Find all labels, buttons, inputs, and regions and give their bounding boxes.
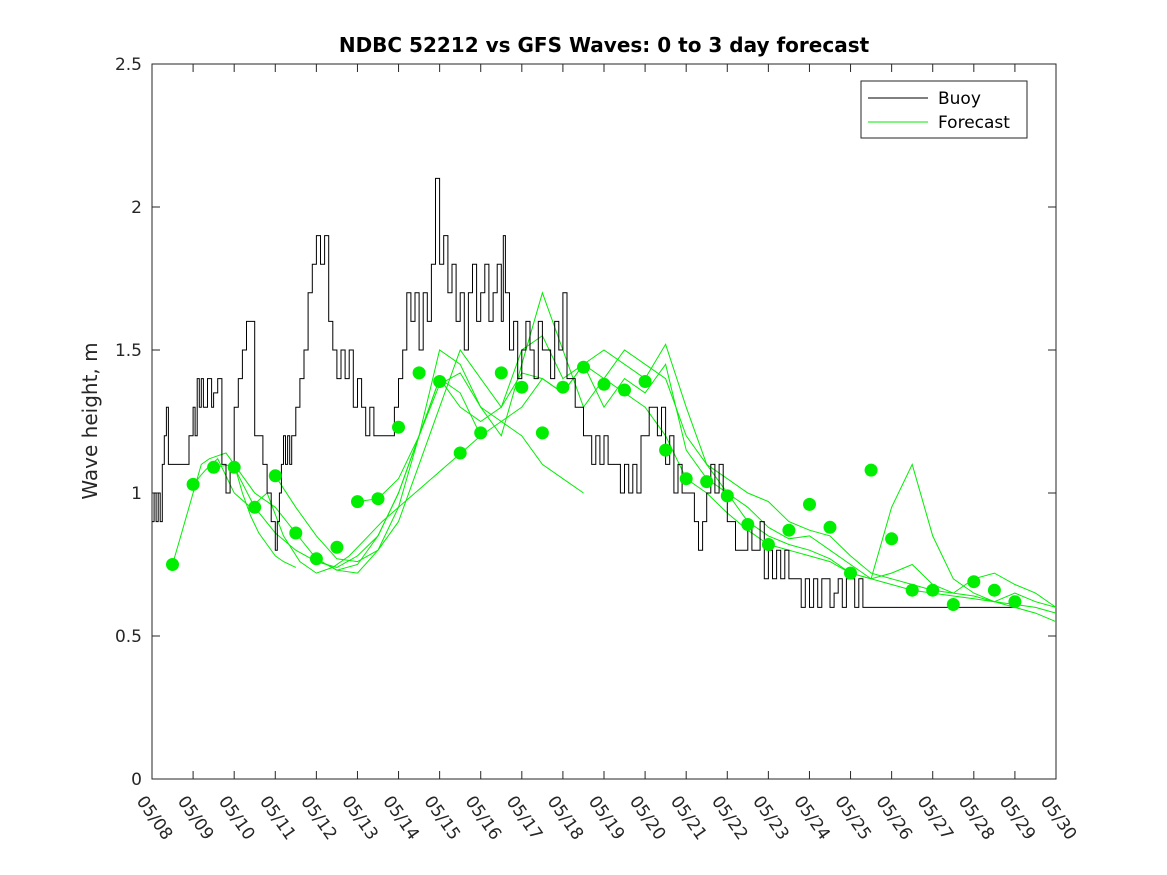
forecast-line (316, 291, 1057, 608)
plot-area-frame (151, 63, 1057, 780)
forecast-marker (351, 495, 364, 509)
forecast-marker (638, 375, 652, 388)
forecast-marker (761, 538, 775, 551)
y-tick-label: 1 (131, 484, 142, 504)
y-tick-label: 2.5 (115, 55, 142, 75)
forecast-marker (720, 489, 734, 503)
forecast-marker (330, 540, 344, 554)
y-tick-label: 0.5 (115, 627, 142, 647)
x-tick-label: 05/21 (666, 792, 710, 844)
x-tick-label: 05/28 (954, 792, 998, 844)
forecast-marker (823, 520, 837, 534)
x-tick-label: 05/12 (296, 792, 340, 844)
x-tick-label: 05/09 (173, 792, 217, 844)
forecast-marker (741, 518, 755, 531)
y-tick-label: 2 (131, 198, 142, 218)
forecast-marker (494, 366, 508, 380)
x-tick-label: 05/18 (543, 792, 587, 844)
x-tick-label: 05/14 (378, 792, 422, 844)
x-tick-labels: 05/0805/0905/1005/1105/1205/1305/1405/15… (132, 792, 1080, 844)
forecast-line (357, 343, 1057, 614)
forecast-marker (577, 360, 590, 374)
buoy-series (152, 177, 1015, 608)
forecast-marker (474, 426, 488, 440)
x-tick-label: 05/08 (132, 792, 176, 844)
x-tick-label: 05/29 (995, 792, 1039, 844)
x-tick-label: 05/11 (255, 792, 299, 844)
forecast-series (172, 291, 1057, 623)
forecast-marker (926, 583, 940, 597)
x-tick-label: 05/23 (748, 792, 792, 844)
forecast-marker (535, 426, 549, 440)
forecast-marker (967, 575, 981, 589)
x-tick-label: 05/16 (461, 792, 505, 844)
forecast-marker (782, 523, 796, 537)
forecast-marker (844, 566, 857, 580)
forecast-marker (864, 463, 878, 477)
forecast-marker (987, 583, 1001, 597)
forecast-marker (885, 532, 899, 546)
y-tick-label: 1.5 (115, 341, 142, 361)
x-tick-label: 05/13 (337, 792, 381, 844)
forecast-marker (227, 460, 241, 474)
x-tick-label: 05/24 (789, 792, 833, 844)
forecast-line (233, 363, 1057, 623)
forecast-marker (248, 500, 262, 514)
x-tick-label: 05/17 (502, 792, 546, 844)
legend: Buoy Forecast (860, 80, 1028, 139)
forecast-marker (453, 446, 467, 460)
forecast-marker (803, 497, 816, 511)
y-axis-label: Wave height, m (78, 342, 102, 499)
y-tick-label: 0 (131, 770, 142, 790)
axis-ticks (151, 63, 1057, 780)
forecast-marker (392, 420, 405, 434)
forecast-marker (515, 380, 529, 394)
x-tick-label: 05/25 (830, 792, 874, 844)
forecast-marker (412, 366, 426, 380)
x-tick-label: 05/27 (913, 792, 957, 844)
forecast-marker (700, 475, 714, 489)
y-tick-labels: 0 0.5 1 1.5 2 2.5 (115, 55, 142, 790)
x-tick-label: 05/10 (214, 792, 258, 844)
forecast-marker (905, 583, 919, 597)
buoy-line (152, 177, 1015, 608)
forecast-marker (207, 460, 221, 474)
forecast-marker (597, 377, 611, 391)
forecast-marker (166, 558, 179, 571)
chart-title: NDBC 52212 vs GFS Waves: 0 to 3 day fore… (339, 33, 870, 57)
forecast-markers (166, 360, 1022, 611)
x-tick-label: 05/20 (625, 792, 669, 844)
forecast-marker (186, 477, 200, 491)
forecast-marker (556, 380, 570, 394)
x-tick-label: 05/30 (1036, 792, 1080, 844)
x-tick-label: 05/19 (584, 792, 628, 844)
forecast-marker (433, 375, 447, 388)
forecast-marker (659, 443, 673, 457)
legend-box (860, 80, 1028, 139)
legend-forecast-label: Forecast (938, 113, 1010, 133)
forecast-marker (946, 598, 960, 611)
forecast-marker (268, 469, 282, 483)
x-tick-label: 05/26 (872, 792, 916, 844)
x-tick-label: 05/15 (420, 792, 464, 844)
forecast-line (274, 334, 1057, 608)
forecast-marker (618, 383, 631, 397)
forecast-marker (679, 472, 693, 486)
forecast-marker (1008, 595, 1022, 609)
x-tick-label: 05/22 (707, 792, 751, 844)
legend-buoy-label: Buoy (938, 89, 981, 109)
forecast-marker (371, 492, 385, 506)
forecast-marker (289, 526, 303, 540)
forecast-marker (309, 552, 323, 566)
